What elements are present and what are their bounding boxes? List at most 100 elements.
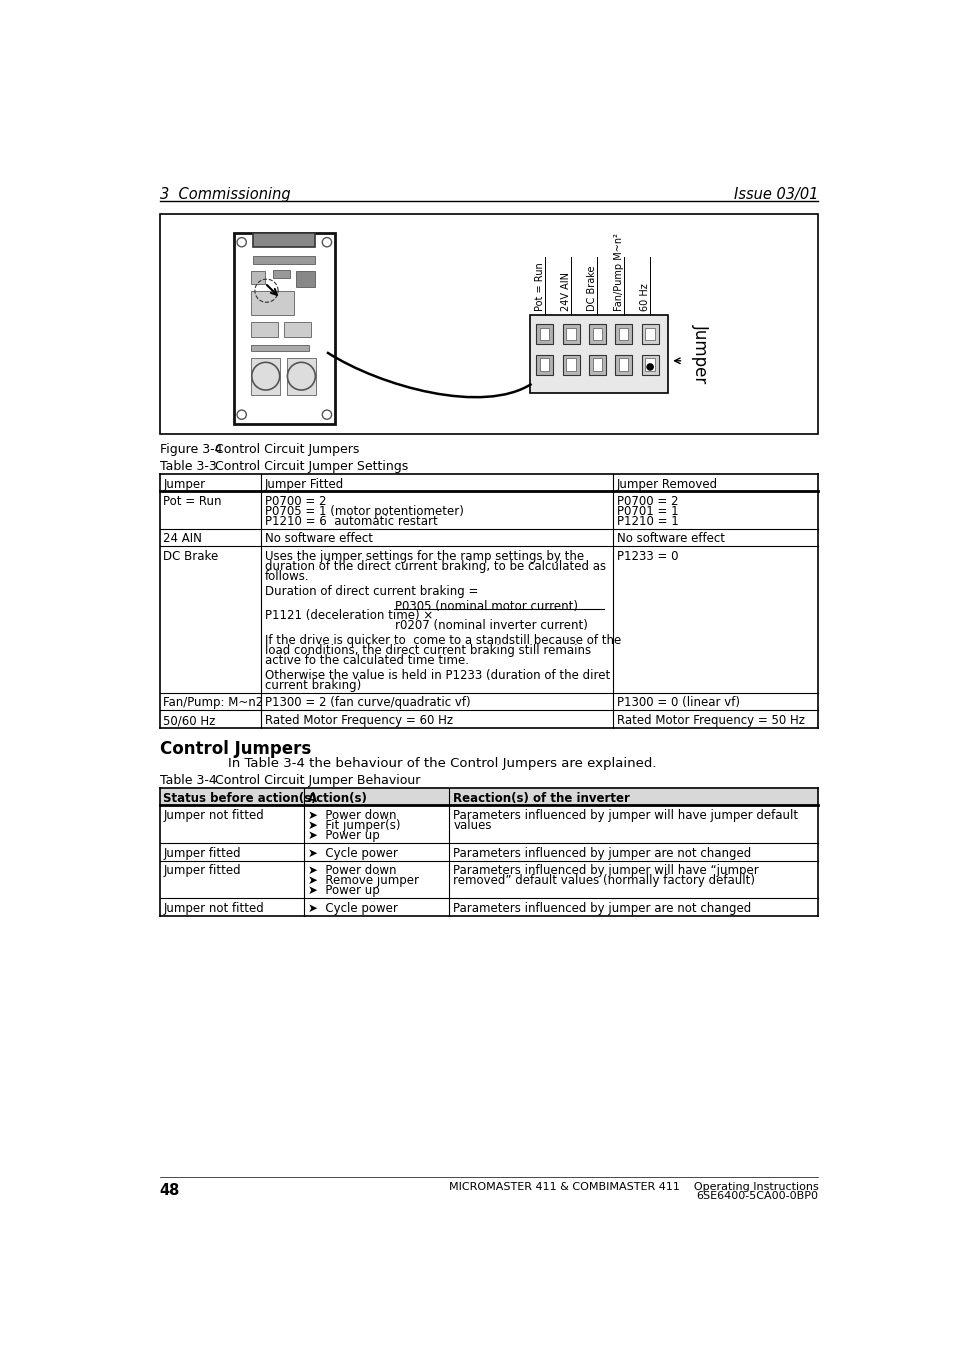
Bar (539, 358, 549, 370)
Text: Control Circuit Jumpers: Control Circuit Jumpers (215, 443, 359, 457)
Text: P0700 = 2: P0700 = 2 (265, 494, 326, 508)
Text: P0700 = 2: P0700 = 2 (617, 494, 678, 508)
Text: Duration of direct current braking =: Duration of direct current braking = (265, 585, 477, 598)
Bar (562, 354, 579, 374)
Text: Fan/Pump M~n²: Fan/Pump M~n² (613, 232, 623, 311)
Text: P0305 (nominal motor current): P0305 (nominal motor current) (395, 600, 578, 613)
Bar (159, 788, 818, 805)
Bar (618, 328, 628, 340)
Bar (641, 324, 658, 345)
Text: Action(s): Action(s) (308, 792, 368, 805)
Text: In Table 3-4 the behaviour of the Control Jumpers are explained.: In Table 3-4 the behaviour of the Contro… (228, 758, 656, 770)
Bar (592, 328, 601, 340)
Text: Rated Motor Frequency = 60 Hz: Rated Motor Frequency = 60 Hz (265, 715, 453, 727)
Text: 24 AIN: 24 AIN (163, 532, 202, 546)
Text: current braking): current braking) (265, 678, 361, 692)
Text: Jumper: Jumper (691, 324, 709, 384)
Text: P1210 = 6  automatic restart: P1210 = 6 automatic restart (265, 515, 437, 528)
Text: Jumper Removed: Jumper Removed (617, 478, 718, 490)
Bar (615, 324, 632, 345)
Text: Pot = Run: Pot = Run (163, 494, 222, 508)
Bar (592, 358, 601, 370)
Text: Parameters influenced by jumper will have “jumper: Parameters influenced by jumper will hav… (453, 865, 759, 877)
Text: ➤  Power up: ➤ Power up (308, 885, 379, 897)
Text: DC Brake: DC Brake (587, 265, 597, 311)
Text: Table 3-4: Table 3-4 (159, 774, 216, 788)
Bar (615, 354, 632, 374)
Text: removed” default values (normally factory default): removed” default values (normally factor… (453, 874, 755, 888)
Text: MICROMASTER 411 & COMBIMASTER 411    Operating Instructions: MICROMASTER 411 & COMBIMASTER 411 Operat… (448, 1182, 818, 1192)
Text: Control Circuit Jumper Behaviour: Control Circuit Jumper Behaviour (215, 774, 420, 788)
Text: DC Brake: DC Brake (163, 550, 218, 563)
Text: Jumper: Jumper (163, 478, 205, 490)
Bar (159, 215, 818, 434)
Bar (286, 358, 315, 394)
Text: ➤  Fit jumper(s): ➤ Fit jumper(s) (308, 819, 400, 832)
Bar (536, 354, 553, 374)
Text: Rated Motor Frequency = 50 Hz: Rated Motor Frequency = 50 Hz (617, 715, 804, 727)
Text: Figure 3-4: Figure 3-4 (159, 443, 222, 457)
Text: Jumper fitted: Jumper fitted (163, 847, 241, 859)
Text: Parameters influenced by jumper are not changed: Parameters influenced by jumper are not … (453, 847, 751, 859)
Text: No software effect: No software effect (265, 532, 373, 546)
Text: P1210 = 1: P1210 = 1 (617, 515, 678, 528)
Text: Issue 03/01: Issue 03/01 (733, 186, 818, 201)
Bar (588, 324, 605, 345)
Text: active fo the calculated time time.: active fo the calculated time time. (265, 654, 469, 667)
Text: ➤  Power up: ➤ Power up (308, 830, 379, 842)
Text: Jumper Fitted: Jumper Fitted (265, 478, 344, 490)
Text: ➤  Cycle power: ➤ Cycle power (308, 847, 397, 859)
Text: Otherwise the value is held in P1233 (duration of the diret: Otherwise the value is held in P1233 (du… (265, 669, 610, 682)
Text: P1233 = 0: P1233 = 0 (617, 550, 678, 563)
Bar (251, 345, 309, 351)
Text: 48: 48 (159, 1183, 180, 1198)
Bar (295, 272, 315, 286)
Text: 50/60 Hz: 50/60 Hz (163, 715, 215, 727)
Bar (562, 324, 579, 345)
Text: ➤  Remove jumper: ➤ Remove jumper (308, 874, 419, 888)
Text: P0705 = 1 (motor potentiometer): P0705 = 1 (motor potentiometer) (265, 505, 463, 517)
Bar (251, 358, 280, 394)
Bar (251, 272, 265, 284)
Text: Parameters influenced by jumper will have jumper default: Parameters influenced by jumper will hav… (453, 809, 798, 821)
Text: P0701 = 1: P0701 = 1 (617, 505, 678, 517)
Text: 3  Commissioning: 3 Commissioning (159, 186, 290, 201)
Text: 6SE6400-5CA00-0BP0: 6SE6400-5CA00-0BP0 (696, 1190, 818, 1201)
Text: r0207 (nominal inverter current): r0207 (nominal inverter current) (395, 619, 587, 632)
Text: If the drive is quicker to  come to a standstill because of the: If the drive is quicker to come to a sta… (265, 634, 620, 647)
Text: P1300 = 0 (linear vf): P1300 = 0 (linear vf) (617, 697, 739, 709)
Text: duration of the direct current braking, to be calculated as: duration of the direct current braking, … (265, 561, 605, 573)
Bar (273, 270, 290, 277)
Text: Pot = Run: Pot = Run (535, 262, 544, 311)
Text: Control Circuit Jumper Settings: Control Circuit Jumper Settings (215, 461, 408, 473)
Circle shape (646, 363, 653, 370)
Bar (588, 354, 605, 374)
Text: Jumper fitted: Jumper fitted (163, 865, 241, 877)
Text: Status before action(s): Status before action(s) (163, 792, 316, 805)
Text: ➤  Power down: ➤ Power down (308, 809, 396, 821)
Bar (618, 358, 628, 370)
Bar (233, 232, 335, 424)
Text: 60 Hz: 60 Hz (639, 282, 649, 311)
Bar (253, 232, 315, 247)
Text: 24V AIN: 24V AIN (560, 272, 571, 311)
Text: values: values (453, 819, 491, 832)
Text: Uses the jumper settings for the ramp settings by the: Uses the jumper settings for the ramp se… (265, 550, 583, 563)
Text: ➤  Cycle power: ➤ Cycle power (308, 902, 397, 915)
Text: Reaction(s) of the inverter: Reaction(s) of the inverter (453, 792, 630, 805)
Bar (645, 328, 654, 340)
Text: P1121 (deceleration time) ×: P1121 (deceleration time) × (265, 609, 433, 621)
Bar (641, 354, 658, 374)
Bar (539, 328, 549, 340)
Bar (253, 257, 315, 263)
Bar (566, 358, 575, 370)
Bar (284, 322, 311, 336)
Text: Parameters influenced by jumper are not changed: Parameters influenced by jumper are not … (453, 902, 751, 915)
Text: ➤  Power down: ➤ Power down (308, 865, 396, 877)
Text: Jumper not fitted: Jumper not fitted (163, 809, 264, 821)
Bar (536, 324, 553, 345)
Text: Control Jumpers: Control Jumpers (159, 740, 311, 758)
Text: No software effect: No software effect (617, 532, 724, 546)
Text: P1300 = 2 (fan curve/quadratic vf): P1300 = 2 (fan curve/quadratic vf) (265, 697, 470, 709)
Text: Jumper not fitted: Jumper not fitted (163, 902, 264, 915)
